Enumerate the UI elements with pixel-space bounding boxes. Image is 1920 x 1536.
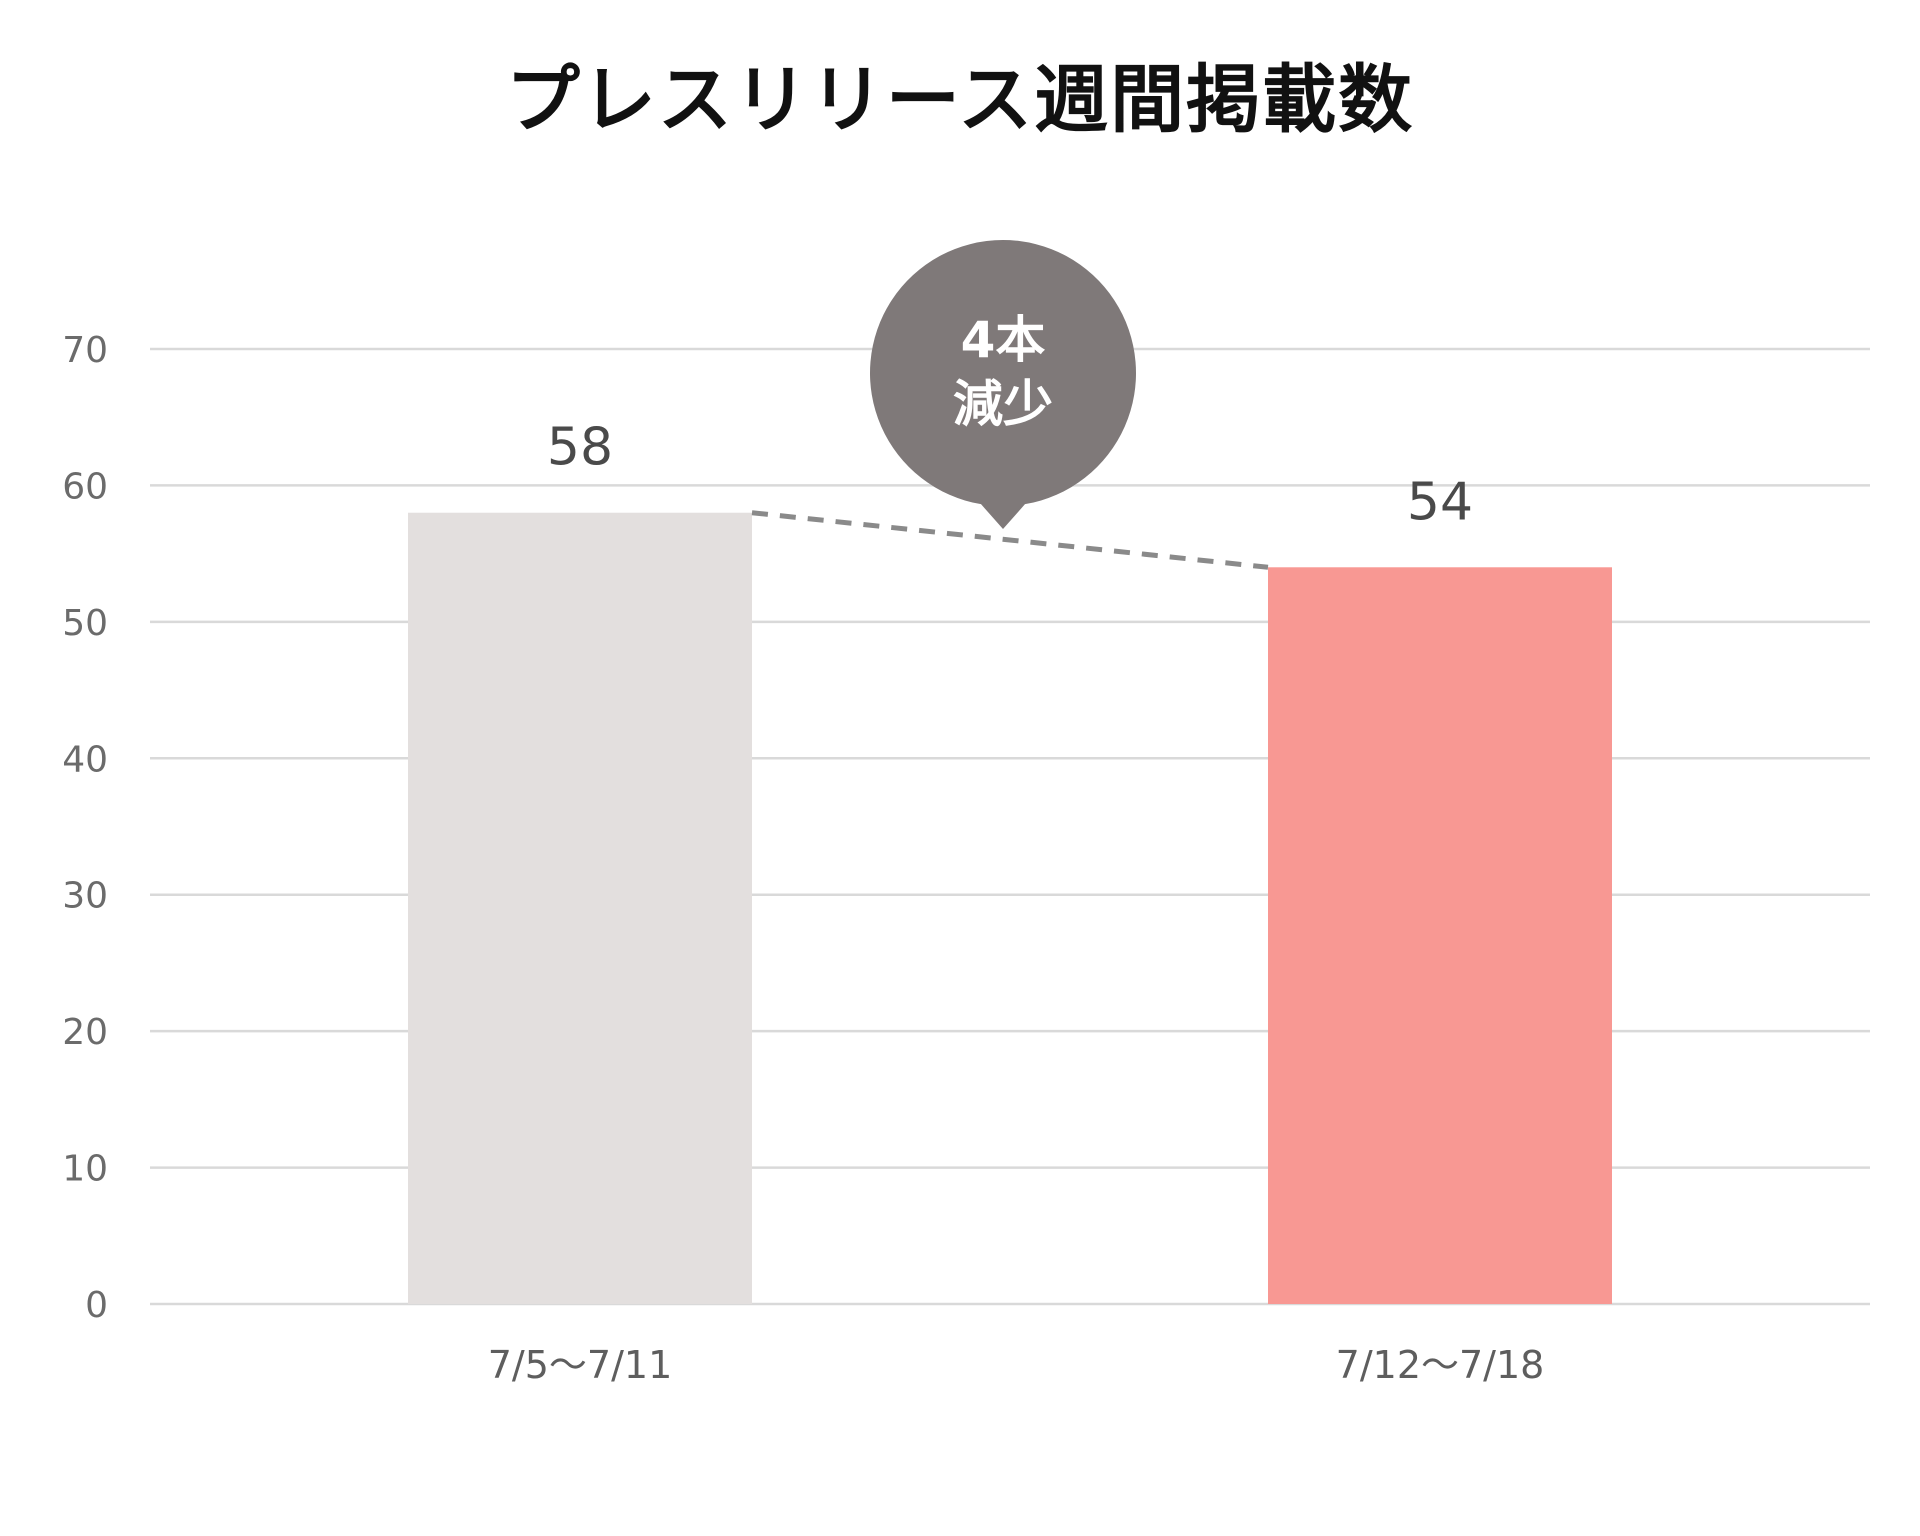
connector bbox=[751, 510, 1269, 570]
bar bbox=[408, 512, 752, 1304]
data-labels: 58 54 bbox=[547, 418, 1473, 533]
bar bbox=[1268, 567, 1612, 1304]
y-tick-label: 40 bbox=[62, 739, 108, 780]
data-label: 58 bbox=[547, 418, 613, 478]
callout-bubble-shape bbox=[869, 239, 1136, 530]
x-category-label: 7/12〜7/18 bbox=[1336, 1343, 1545, 1387]
y-tick-label: 50 bbox=[62, 603, 108, 644]
y-axis-ticks: 0 10 20 30 40 50 60 70 bbox=[62, 330, 108, 1326]
chart-title: プレスリリース週間掲載数 bbox=[505, 57, 1415, 143]
y-tick-label: 0 bbox=[85, 1285, 108, 1326]
y-tick-label: 30 bbox=[62, 876, 108, 917]
y-tick-label: 60 bbox=[62, 466, 108, 507]
callout-bubble: 4本 減少 bbox=[869, 239, 1136, 530]
y-tick-label: 10 bbox=[62, 1149, 108, 1190]
y-tick-label: 70 bbox=[62, 330, 108, 371]
callout-line-2: 減少 bbox=[953, 375, 1053, 433]
callout-line-1: 4本 bbox=[961, 311, 1046, 369]
x-category-label: 7/5〜7/11 bbox=[488, 1343, 673, 1387]
dashed-connector-line bbox=[751, 510, 1269, 570]
data-label: 54 bbox=[1407, 472, 1473, 532]
x-axis-categories: 7/5〜7/11 7/12〜7/18 bbox=[488, 1343, 1545, 1387]
bars bbox=[408, 512, 1612, 1304]
y-tick-label: 20 bbox=[62, 1012, 108, 1053]
